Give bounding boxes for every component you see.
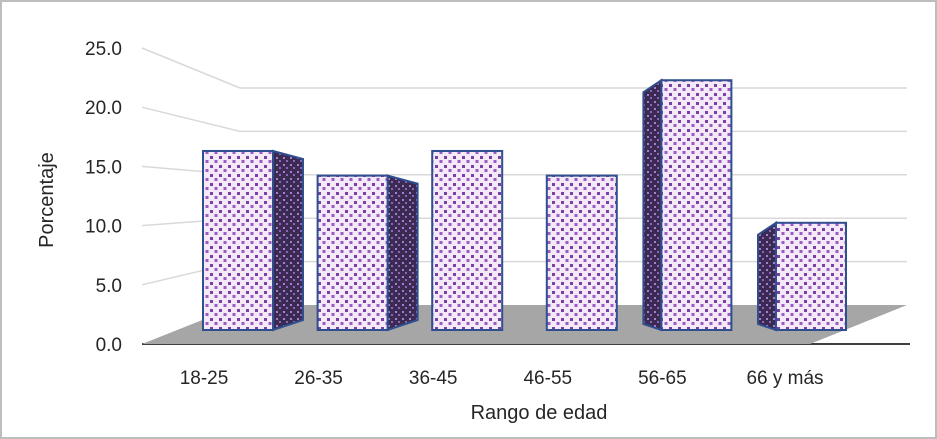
y-axis-title: Porcentaje <box>36 152 58 248</box>
x-tick-label: 18-25 <box>180 368 229 389</box>
y-axis-ticks: 0.0 5.0 10.0 15.0 20.0 25.0 <box>85 39 122 356</box>
x-tick-label: 36-45 <box>409 368 458 389</box>
x-tick-label: 46-55 <box>523 368 572 389</box>
bar-front <box>660 79 733 331</box>
x-tick-label: 56-65 <box>638 368 687 389</box>
x-axis-ticks: 18-25 26-35 36-45 46-55 56-65 66 y más <box>180 368 824 389</box>
bar-side <box>757 220 777 332</box>
bar-1 <box>202 149 304 332</box>
bar-2 <box>316 174 419 332</box>
bar-4 <box>545 174 618 331</box>
bar-front <box>431 149 504 331</box>
bar-front <box>202 149 274 331</box>
bar-5 <box>642 78 733 332</box>
bar-front <box>545 174 618 331</box>
gridline-diagonal <box>141 47 241 89</box>
y-tick-label: 5.0 <box>96 276 122 297</box>
y-tick-label: 15.0 <box>85 157 122 178</box>
bar-3 <box>431 149 504 331</box>
bar-front <box>775 221 847 331</box>
bar-6 <box>757 220 847 332</box>
bar-side <box>642 78 663 332</box>
gridline-diagonal <box>141 106 241 133</box>
bar-front <box>316 174 389 331</box>
y-tick-label: 20.0 <box>85 98 122 119</box>
bar-side <box>272 149 304 332</box>
bars <box>202 78 847 332</box>
x-tick-label: 26-35 <box>294 368 343 389</box>
x-axis-title: Rango de edad <box>471 402 608 424</box>
x-tick-label: 66 y más <box>746 368 823 389</box>
y-tick-label: 0.0 <box>96 335 122 356</box>
bar-side <box>386 174 419 332</box>
y-tick-label: 10.0 <box>85 217 122 238</box>
y-tick-label: 25.0 <box>85 39 122 60</box>
